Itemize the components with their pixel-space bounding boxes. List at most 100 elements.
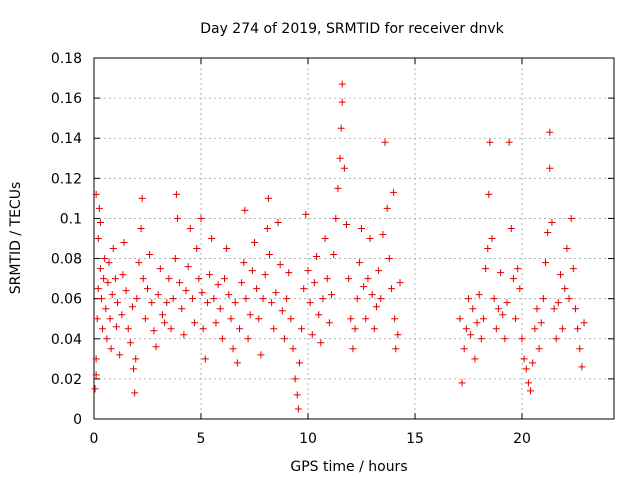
- data-point: [308, 331, 316, 339]
- data-point: [246, 311, 254, 319]
- data-point: [91, 385, 99, 393]
- data-point: [92, 371, 100, 379]
- data-point: [111, 275, 119, 283]
- data-point: [392, 345, 400, 353]
- data-point: [198, 289, 206, 297]
- data-point: [298, 325, 306, 333]
- data-point: [477, 335, 485, 343]
- data-point: [212, 319, 220, 327]
- data-point: [366, 235, 374, 242]
- data-point: [315, 311, 323, 319]
- data-point: [464, 295, 472, 303]
- data-point: [578, 363, 586, 371]
- data-point: [325, 319, 333, 327]
- data-point: [97, 295, 105, 303]
- data-point: [236, 325, 244, 333]
- data-point: [169, 295, 177, 303]
- data-point: [473, 319, 481, 327]
- data-point: [499, 311, 507, 319]
- data-point: [156, 265, 164, 273]
- data-point: [336, 154, 344, 162]
- data-point: [383, 204, 391, 212]
- data-point: [362, 315, 370, 323]
- data-point: [548, 218, 556, 226]
- data-point: [514, 265, 522, 273]
- data-point: [146, 251, 154, 259]
- data-point: [216, 305, 224, 313]
- data-point: [171, 255, 179, 263]
- data-point: [191, 319, 199, 327]
- data-point: [486, 138, 494, 146]
- data-point: [182, 287, 190, 295]
- data-point: [210, 295, 218, 303]
- data-point: [214, 281, 222, 289]
- data-point: [334, 184, 342, 192]
- data-point: [390, 188, 398, 196]
- data-point: [92, 355, 100, 363]
- data-point: [529, 359, 537, 367]
- data-point: [163, 299, 171, 307]
- x-axis-label: GPS time / hours: [290, 459, 407, 475]
- data-point: [561, 285, 569, 293]
- data-point: [479, 315, 487, 323]
- data-point: [391, 315, 399, 323]
- chart-title: Day 274 of 2019, SRMTID for receiver dnv…: [200, 21, 504, 37]
- data-point: [351, 325, 359, 333]
- data-point: [287, 315, 295, 323]
- data-point: [161, 319, 169, 327]
- data-point: [485, 190, 493, 198]
- data-point: [456, 315, 464, 323]
- y-tick-label: 0.04: [51, 332, 82, 348]
- data-point: [516, 285, 524, 293]
- data-point: [306, 299, 314, 307]
- data-point: [278, 307, 286, 315]
- y-tick-label: 0.1: [60, 211, 82, 227]
- data-point: [357, 224, 365, 232]
- data-point: [338, 80, 346, 88]
- data-point: [229, 345, 237, 353]
- data-point: [199, 325, 207, 333]
- data-point: [494, 305, 502, 313]
- data-point: [188, 295, 196, 303]
- data-point: [272, 289, 280, 297]
- data-point: [546, 128, 554, 136]
- data-point: [172, 190, 180, 198]
- data-point: [197, 214, 205, 222]
- data-point: [497, 269, 505, 277]
- data-point: [92, 190, 100, 198]
- data-point: [475, 291, 483, 299]
- grid-lines: [94, 58, 614, 419]
- x-tick-label: 15: [406, 431, 424, 447]
- data-point: [469, 305, 477, 313]
- data-point: [270, 325, 278, 333]
- data-point: [150, 327, 158, 335]
- data-point: [370, 325, 378, 333]
- data-point: [112, 323, 120, 331]
- data-point: [505, 138, 513, 146]
- data-point: [576, 345, 584, 353]
- data-point: [552, 335, 560, 343]
- data-point: [317, 339, 325, 347]
- data-point: [102, 305, 110, 313]
- y-tick-label: 0: [73, 412, 82, 428]
- data-point: [349, 345, 357, 353]
- data-point: [396, 279, 404, 287]
- data-point: [302, 210, 310, 218]
- data-point: [255, 315, 263, 323]
- data-point: [550, 305, 558, 313]
- data-point: [518, 335, 526, 343]
- data-point: [225, 291, 233, 299]
- data-point: [569, 265, 577, 273]
- data-point: [375, 267, 383, 275]
- data-point: [195, 275, 203, 283]
- y-axis-label: SRMTID / TECUs: [8, 182, 24, 295]
- data-point: [285, 269, 293, 277]
- y-tick-label: 0.14: [51, 131, 82, 147]
- data-point: [289, 345, 297, 353]
- data-point: [131, 389, 139, 397]
- data-point: [535, 345, 543, 353]
- data-point: [522, 365, 530, 373]
- data-point: [360, 283, 368, 291]
- data-point: [103, 335, 111, 343]
- data-point: [186, 224, 194, 232]
